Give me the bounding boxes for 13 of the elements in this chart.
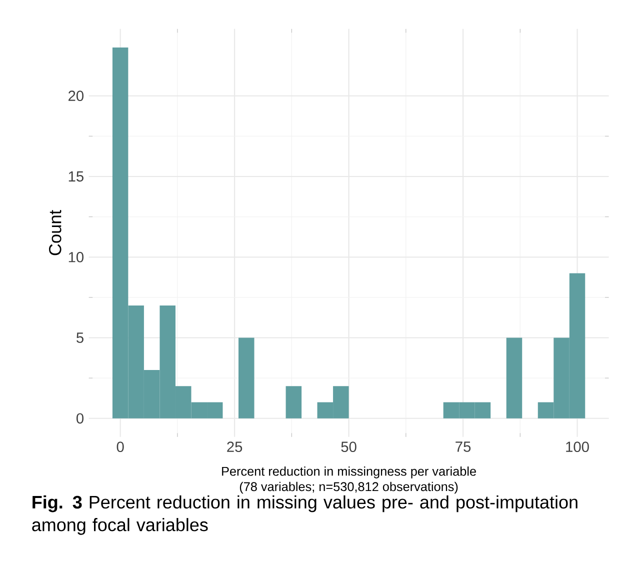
x-axis-title: Percent reduction in missingness per variable (78 variables; n=530,812 observations) (222, 466, 476, 494)
y-tick-label: 0 (76, 413, 84, 424)
x-tick-label: 0 (116, 442, 124, 452)
x-tick-label: 100 (566, 442, 589, 452)
y-tick-label: 15 (68, 171, 84, 182)
x-tick-label: 75 (456, 442, 471, 452)
x-tick-label: 25 (227, 442, 242, 452)
y-tick-label: 5 (76, 332, 84, 343)
x-tick-label: 50 (341, 442, 356, 452)
text: Fig. 3 Percent reduction in missing values pre- and post-imputation among focal variables (32, 495, 578, 535)
y-axis-title: Count (49, 210, 62, 256)
y-tick-label: 20 (68, 90, 84, 102)
y-tick-label: 10 (68, 252, 84, 262)
